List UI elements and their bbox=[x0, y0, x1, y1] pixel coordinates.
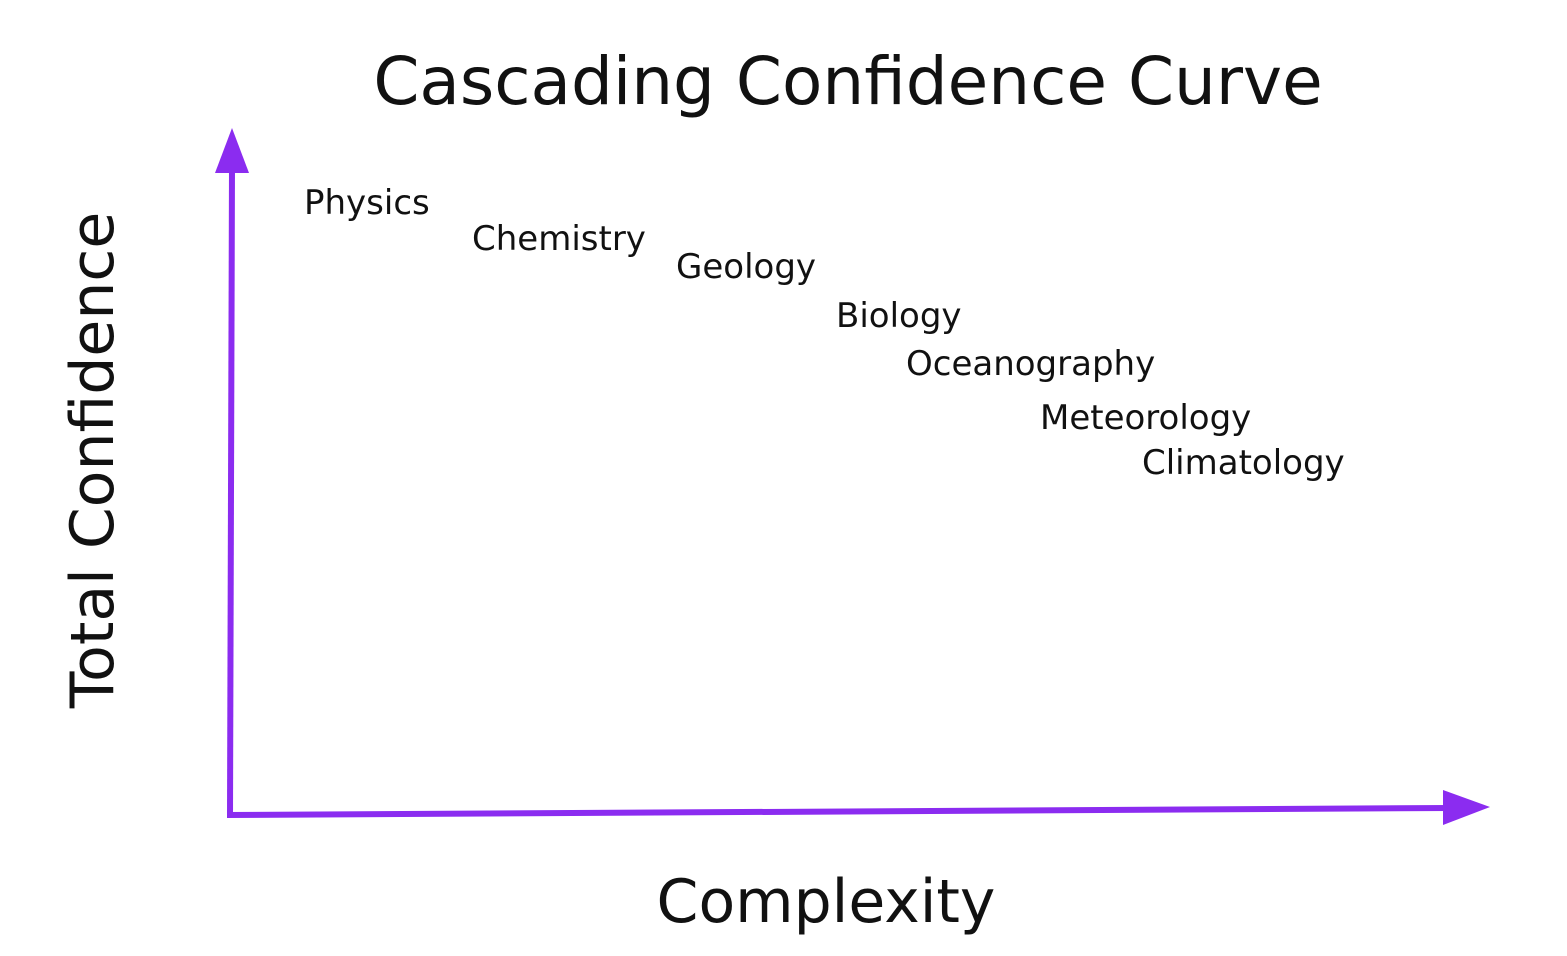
axes bbox=[215, 128, 1490, 825]
field-label: Biology bbox=[836, 296, 962, 336]
field-label: Oceanography bbox=[906, 344, 1155, 384]
field-label: Meteorology bbox=[1040, 398, 1251, 438]
field-label: Physics bbox=[304, 183, 430, 223]
x-axis-line bbox=[226, 805, 1451, 818]
y-axis-line bbox=[227, 164, 235, 816]
y-axis-label: Total Confidence bbox=[58, 212, 128, 710]
x-axis-label: Complexity bbox=[657, 867, 996, 937]
y-axis-arrowhead bbox=[215, 128, 249, 173]
field-label: Geology bbox=[676, 247, 816, 287]
field-label: Climatology bbox=[1142, 443, 1345, 483]
diagram-title: Cascading Confidence Curve bbox=[373, 43, 1322, 120]
x-axis-arrowhead bbox=[1443, 790, 1490, 825]
field-label: Chemistry bbox=[472, 219, 646, 259]
